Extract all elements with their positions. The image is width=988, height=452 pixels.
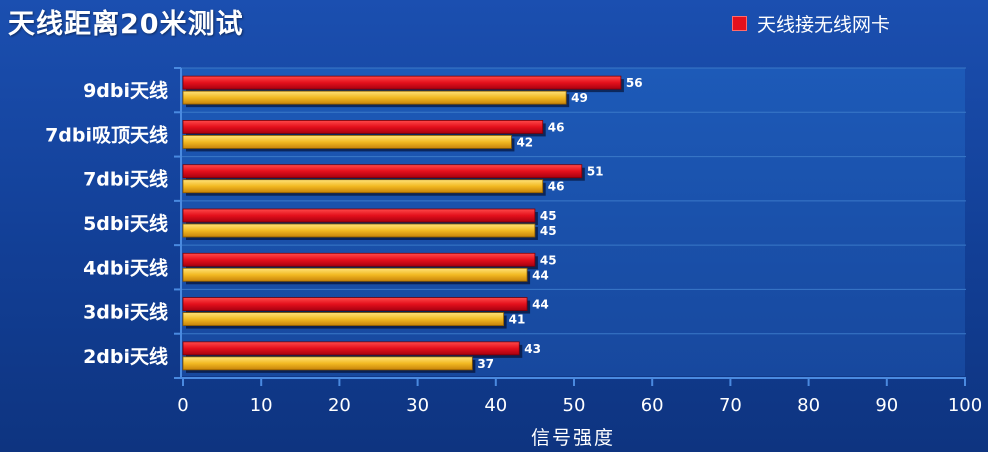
- bar: [182, 267, 528, 282]
- category-label: 3dbi天线: [83, 301, 168, 324]
- chart-title: 天线距离20米测试: [8, 9, 244, 40]
- x-tick-label: 80: [797, 395, 820, 416]
- bars: [182, 75, 624, 373]
- bar: [182, 312, 505, 326]
- value-label: 42: [516, 135, 533, 149]
- category-labels: 9dbi天线 7dbi吸顶天线 7dbi天线 5dbi天线 4dbi天线 3dbi天线 2d…: [45, 79, 168, 368]
- value-label: 37: [477, 357, 494, 371]
- x-tick-label: 100: [948, 395, 982, 416]
- category-label: 9dbi天线: [83, 79, 168, 102]
- value-label: 44: [532, 268, 549, 282]
- value-label: 46: [548, 180, 565, 194]
- value-label: 45: [540, 209, 557, 223]
- legend-label: 天线接无线网卡: [757, 14, 891, 36]
- x-tick-label: 50: [563, 395, 586, 416]
- x-tick-label: 20: [328, 395, 351, 416]
- bar: [182, 75, 622, 90]
- bar: [182, 356, 473, 371]
- bar: [182, 120, 544, 134]
- x-tick-labels: 0 10 20 30 40 50 60 70 80 90 100: [177, 378, 982, 416]
- x-tick-label: 30: [406, 395, 429, 416]
- category-label: 2dbi天线: [83, 345, 168, 368]
- value-label: 44: [532, 298, 549, 312]
- value-label: 51: [587, 165, 604, 179]
- x-tick-label: 40: [484, 395, 507, 416]
- bar: [182, 164, 583, 179]
- bar: [182, 297, 528, 311]
- legend-swatch: [732, 16, 747, 31]
- category-label: 7dbi吸顶天线: [45, 123, 168, 146]
- bar: [182, 179, 544, 194]
- x-tick-label: 90: [875, 395, 898, 416]
- x-tick-label: 0: [177, 395, 188, 416]
- value-label: 45: [540, 224, 557, 238]
- category-label: 5dbi天线: [83, 212, 168, 235]
- x-tick-label: 70: [719, 395, 742, 416]
- bar: [182, 341, 520, 356]
- value-label: 56: [626, 76, 643, 90]
- value-label: 45: [540, 253, 557, 267]
- x-axis-title: 信号强度: [531, 427, 615, 449]
- category-label: 7dbi天线: [83, 168, 168, 191]
- value-label: 49: [571, 91, 588, 105]
- x-tick-label: 10: [250, 395, 273, 416]
- x-tick-label: 60: [641, 395, 664, 416]
- bar: [182, 252, 536, 267]
- bar: [182, 135, 512, 149]
- bar: [182, 90, 567, 105]
- bar: [182, 208, 536, 223]
- value-label: 46: [548, 120, 565, 134]
- bar: [182, 223, 536, 238]
- value-label: 41: [509, 313, 526, 327]
- legend: 天线接无线网卡: [732, 10, 890, 37]
- value-label: 43: [524, 342, 541, 356]
- category-label: 4dbi天线: [83, 256, 168, 279]
